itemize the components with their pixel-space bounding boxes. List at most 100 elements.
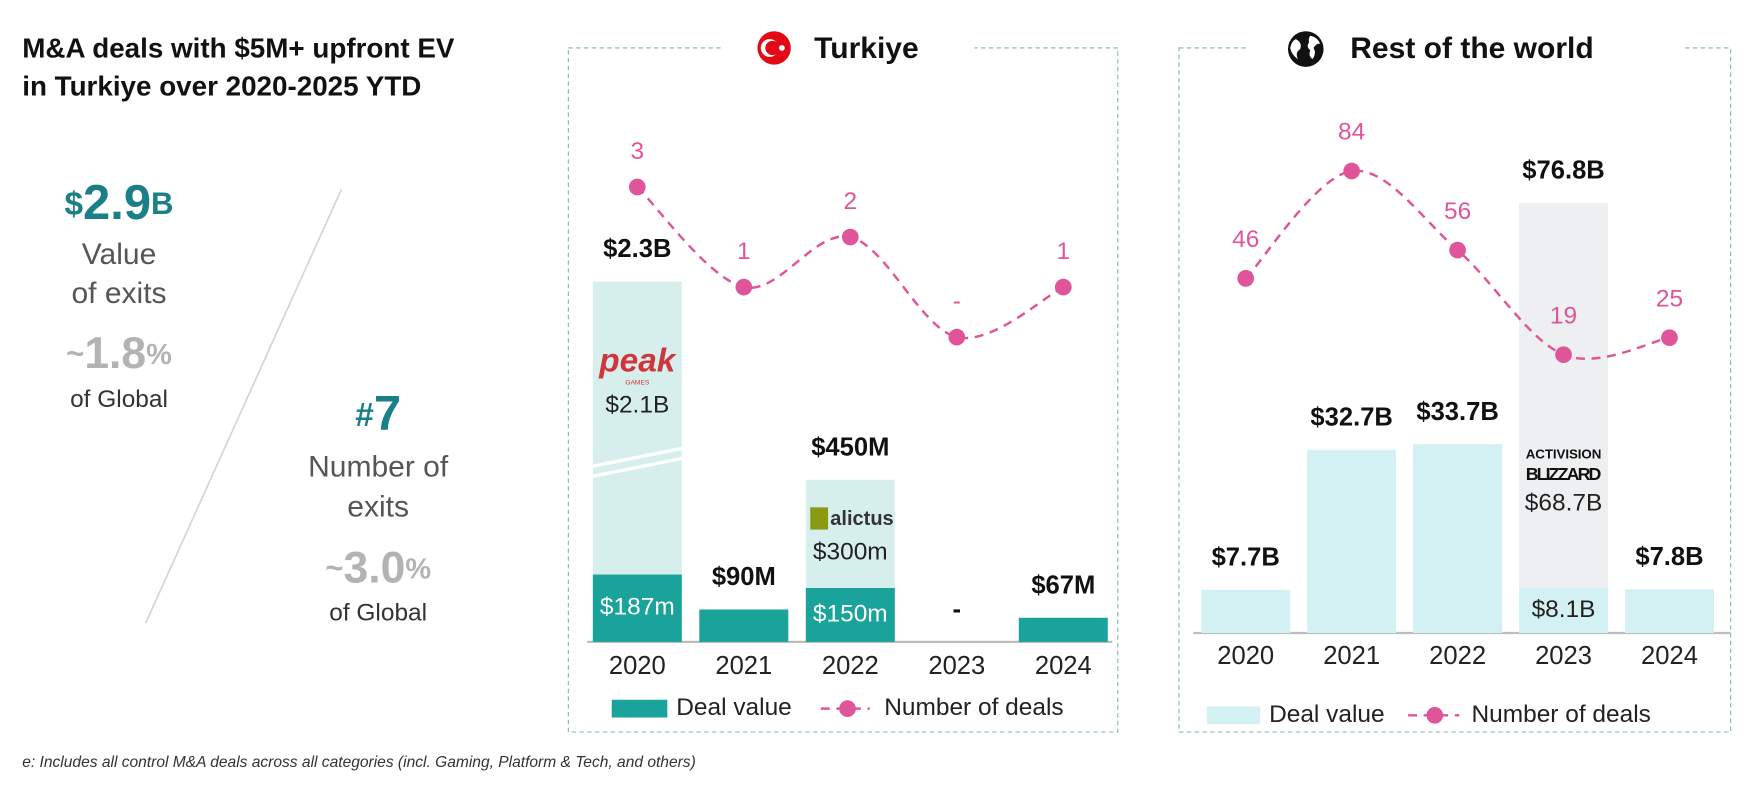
- bar-value-label: $150m: [813, 600, 888, 627]
- bar-total-label: $67M: [1031, 571, 1095, 599]
- deal-count-point: [1449, 241, 1466, 259]
- bar: [1018, 617, 1108, 642]
- deal-count-point: [1343, 162, 1360, 180]
- share-number: 1.8: [84, 329, 146, 378]
- bar: [1519, 587, 1609, 634]
- segment-value-label: $68.7B: [1525, 489, 1603, 516]
- logo: peak: [598, 343, 676, 380]
- axis-break: [592, 446, 683, 468]
- bar-value-label: $187m: [600, 594, 675, 621]
- panel-title: Turkiye: [814, 32, 919, 65]
- title: M&A deals with $5M+ upfront EV: [22, 33, 455, 64]
- stat-number: 2.9: [83, 176, 151, 230]
- deal-count-label: 19: [1550, 302, 1577, 329]
- stat-number: 7: [374, 387, 401, 441]
- x-tick-label: 2021: [1323, 642, 1380, 670]
- bar-segment: [805, 479, 895, 588]
- x-tick-label: 2023: [928, 652, 985, 680]
- deal-count-label: 84: [1338, 119, 1365, 146]
- bar-value-label: $8.1B: [1532, 596, 1596, 623]
- deal-count-label: 2: [844, 188, 858, 215]
- deal-count-label: 1: [1057, 238, 1071, 265]
- legend-point: [1426, 706, 1444, 724]
- legend-swatch: [1206, 706, 1261, 725]
- bar-total-label: $32.7B: [1310, 403, 1392, 431]
- segment-value-label: $2.1B: [605, 392, 669, 419]
- bar: [1624, 589, 1714, 634]
- segment-value-label: $300m: [813, 538, 888, 565]
- stat-label: Value: [82, 238, 157, 271]
- bar-total-label: $450M: [811, 433, 889, 461]
- logo: ACTIVISION: [1526, 447, 1602, 462]
- share-number: 3.0: [343, 543, 405, 592]
- deal-count-label: 25: [1656, 285, 1683, 312]
- legend-label: Number of deals: [1471, 701, 1650, 728]
- legend-label: Deal value: [1269, 701, 1385, 728]
- panel-title: Rest of the world: [1350, 32, 1593, 65]
- bar-total-label: $2.3B: [603, 235, 671, 263]
- bar-total-label: $33.7B: [1416, 398, 1498, 426]
- deal-count-point: [948, 328, 966, 346]
- legend-point: [839, 700, 856, 717]
- x-tick-label: 2024: [1035, 652, 1092, 680]
- share-prefix: ~: [66, 336, 84, 371]
- deal-count-label: -: [953, 288, 961, 315]
- bar: [699, 609, 789, 642]
- logo-icon: [810, 507, 829, 530]
- bar: [1413, 444, 1503, 634]
- x-tick-label: 2022: [1429, 642, 1486, 670]
- bar: [1201, 589, 1291, 634]
- deal-count-point: [1237, 270, 1255, 287]
- deal-count-label: 1: [737, 238, 751, 265]
- deal-count-point: [841, 228, 859, 246]
- bar-segment: [1519, 202, 1609, 588]
- stat-label: exits: [347, 490, 409, 523]
- logo: alictus: [830, 508, 893, 530]
- bar-total-label: $76.8B: [1522, 156, 1604, 184]
- deal-count-point: [628, 178, 646, 196]
- bar-total-label: $90M: [712, 563, 776, 591]
- globe-icon: [1287, 31, 1324, 67]
- flag-icon: [757, 31, 791, 65]
- stat-share: ~3.0%: [325, 543, 431, 592]
- stat-share-label: of Global: [70, 386, 168, 413]
- deal-count-point: [1054, 278, 1072, 296]
- footnote: e: Includes all control M&A deals across…: [22, 754, 696, 771]
- bar-total-label: $7.7B: [1212, 543, 1280, 571]
- logo-sub: GAMES: [625, 380, 650, 387]
- x-tick-label: 2024: [1641, 642, 1698, 670]
- legend-label: Number of deals: [884, 694, 1063, 721]
- x-tick-label: 2023: [1535, 642, 1592, 670]
- stat-share-label: of Global: [329, 600, 427, 627]
- deal-count-label: 56: [1444, 198, 1471, 225]
- axis-break: [592, 456, 683, 478]
- stat-label: Number of: [308, 450, 449, 483]
- share-prefix: ~: [325, 551, 343, 586]
- x-tick-label: 2020: [1217, 642, 1274, 670]
- stat-label: of exits: [71, 277, 166, 310]
- bar: [1307, 449, 1397, 634]
- bar: [805, 587, 895, 642]
- share-suffix: %: [405, 553, 431, 585]
- deal-count-point: [1555, 346, 1572, 364]
- x-tick-label: 2021: [715, 652, 772, 680]
- deal-count-label: 3: [631, 138, 645, 165]
- stat-prefix: $: [64, 186, 83, 223]
- x-tick-label: 2020: [609, 652, 666, 680]
- stat-count: #7: [355, 387, 401, 441]
- logo-sub: BLIZZARD: [1526, 464, 1602, 484]
- x-tick-label: 2022: [822, 652, 879, 680]
- bar-total-label: $7.8B: [1635, 543, 1703, 571]
- title: in Turkiye over 2020-2025 YTD: [22, 70, 421, 101]
- stat-value: $2.9B: [64, 176, 173, 230]
- bar-segment: [592, 281, 682, 575]
- share-suffix: %: [146, 339, 172, 371]
- bar: [592, 574, 682, 642]
- deal-count-point: [735, 278, 753, 296]
- deal-count-label: 46: [1232, 226, 1259, 253]
- divider: [144, 188, 343, 624]
- stat-suffix: B: [151, 186, 173, 221]
- bar-total-label: -: [953, 596, 962, 624]
